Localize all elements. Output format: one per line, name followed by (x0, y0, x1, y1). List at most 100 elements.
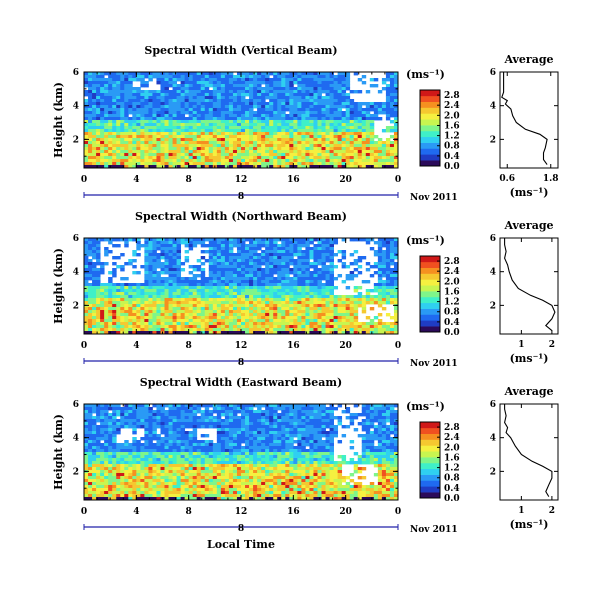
heatmap-cell (164, 156, 169, 160)
heatmap-cell (212, 123, 218, 127)
heatmap-cell (152, 102, 157, 106)
heatmap-cell (188, 298, 194, 302)
heatmap-cell (212, 283, 218, 287)
heatmap-cell (261, 310, 266, 314)
heatmap-cell (168, 244, 173, 248)
heatmap-cell (88, 126, 93, 130)
heatmap-cell (104, 298, 109, 302)
heatmap-cell (200, 135, 206, 139)
heatmap-cell (317, 156, 322, 160)
heatmap-cell (305, 325, 310, 329)
heatmap-cell (200, 250, 206, 254)
heatmap-cell (313, 310, 318, 314)
heatmap-cell (164, 328, 169, 332)
heatmap-cell (305, 153, 310, 157)
heatmap-cell (329, 298, 334, 302)
heatmap-cell (341, 328, 347, 332)
heatmap-cell (172, 265, 177, 269)
heatmap-cell (92, 280, 97, 284)
heatmap-cell (265, 271, 270, 275)
heatmap-cell (212, 247, 218, 251)
heatmap-cell (92, 304, 97, 308)
heatmap-cell (365, 289, 371, 293)
heatmap-cell (341, 165, 347, 169)
heatmap-cell (365, 162, 371, 166)
heatmap-cell (309, 75, 314, 79)
heatmap-cell (337, 120, 343, 124)
heatmap-cell (289, 271, 294, 275)
heatmap-cell (297, 81, 302, 85)
heatmap-cell (236, 84, 242, 88)
heatmap-cell (136, 117, 141, 121)
heatmap-cell (365, 141, 371, 145)
heatmap-cell (245, 277, 250, 281)
heatmap-cell (172, 84, 177, 88)
heatmap-cell (104, 307, 109, 311)
heatmap-cell (333, 132, 339, 136)
heatmap-cell (389, 407, 395, 411)
heatmap-cell (232, 123, 238, 127)
heatmap-cell (228, 108, 234, 112)
heatmap-cell (281, 147, 286, 151)
heatmap-cell (297, 325, 302, 329)
heatmap-cell (88, 274, 93, 278)
heatmap-cell (289, 286, 294, 290)
heatmap-cell (200, 244, 206, 248)
heatmap-cell (224, 289, 230, 293)
heatmap-cell (265, 81, 270, 85)
heatmap-cell (249, 96, 254, 100)
heatmap-cell (325, 316, 330, 320)
heatmap-cell (228, 123, 234, 127)
heatmap-cell (257, 78, 262, 82)
heatmap-cell (341, 307, 347, 311)
heatmap-cell (341, 105, 347, 109)
heatmap-cell (148, 99, 153, 103)
heatmap-cell (160, 256, 165, 260)
heatmap-cell (148, 135, 153, 139)
heatmap-cell (96, 244, 101, 248)
heatmap-cell (172, 105, 177, 109)
heatmap-cell (253, 126, 258, 130)
heatmap-cell (309, 301, 314, 305)
heatmap-cell (389, 162, 395, 166)
heatmap-cell (269, 144, 274, 148)
heatmap-cell (204, 313, 210, 317)
heatmap-cell (349, 129, 355, 133)
heatmap-cell (216, 244, 222, 248)
heatmap-cell (84, 165, 89, 169)
heatmap-cell (281, 259, 286, 263)
heatmap-cell (176, 247, 182, 251)
heatmap-cell (241, 132, 246, 136)
heatmap-cell (124, 319, 129, 323)
heatmap-cell (196, 331, 202, 335)
heatmap-cell (144, 301, 149, 305)
heatmap-cell (325, 87, 330, 91)
heatmap-cell (241, 102, 246, 106)
heatmap-cell (160, 301, 165, 305)
heatmap-cell (208, 81, 214, 85)
heatmap-cell (377, 156, 383, 160)
heatmap-cell (208, 328, 214, 332)
heatmap-cell (309, 147, 314, 151)
heatmap-cell (297, 241, 302, 245)
heatmap-cell (88, 78, 93, 82)
heatmap-cell (144, 307, 149, 311)
heatmap-cell (188, 159, 194, 163)
heatmap-cell (164, 96, 169, 100)
heatmap-cell (96, 126, 101, 130)
heatmap-cell (116, 256, 121, 260)
heatmap-cell (232, 132, 238, 136)
heatmap-cell (313, 259, 318, 263)
heatmap-cell (253, 250, 258, 254)
heatmap-cell (285, 313, 290, 317)
heatmap-cell (132, 96, 137, 100)
heatmap-cell (116, 289, 121, 293)
heatmap-cell (176, 241, 182, 245)
heatmap-cell (216, 271, 222, 275)
heatmap-cell (204, 162, 210, 166)
heatmap-cell (293, 120, 298, 124)
heatmap-cell (100, 126, 105, 130)
heatmap-cell (269, 102, 274, 106)
heatmap-cell (164, 144, 169, 148)
heatmap-cell (373, 295, 379, 299)
